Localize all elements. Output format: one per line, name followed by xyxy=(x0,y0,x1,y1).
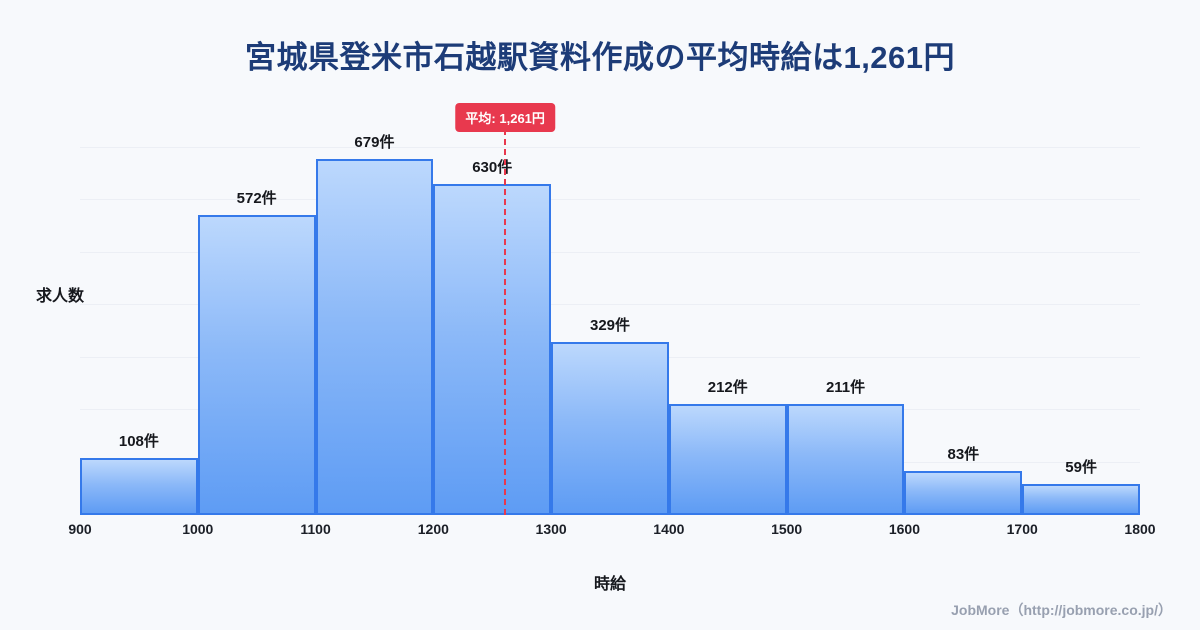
histogram-bar xyxy=(1022,484,1140,515)
bar-value-label: 108件 xyxy=(118,433,159,451)
histogram-bar xyxy=(551,342,669,515)
histogram-bar xyxy=(786,404,905,515)
footer-attribution: JobMore（http://jobmore.co.jp/） xyxy=(951,602,1172,618)
histogram-bar xyxy=(315,158,434,515)
gridline xyxy=(80,251,1140,253)
x-tick-label: 1400 xyxy=(653,521,685,537)
bar-value-label: 630件 xyxy=(472,159,513,177)
average-line xyxy=(504,129,507,515)
histogram-bar xyxy=(904,471,1023,515)
bar-value-label: 83件 xyxy=(947,446,980,464)
bar-value-label: 329件 xyxy=(589,317,631,335)
histogram-bar xyxy=(433,184,552,515)
gridline xyxy=(80,304,1140,305)
bar-value-label: 572件 xyxy=(236,189,277,207)
bar-value-label: 59件 xyxy=(1065,459,1097,477)
gridline xyxy=(80,146,1140,148)
bar-value-label: 211件 xyxy=(825,379,866,397)
bar-value-label: 679件 xyxy=(354,133,395,151)
histogram-bar xyxy=(197,214,316,515)
x-tick-label: 1800 xyxy=(1124,521,1156,537)
x-tick-label: 1000 xyxy=(182,521,214,537)
plot-area: 平均: 1,261円 108件 572件 679件 630件 329件 212件 211件 8… xyxy=(80,95,1140,515)
gridline xyxy=(80,199,1140,200)
histogram-bar xyxy=(80,458,198,515)
average-badge: 平均: 1,261円 xyxy=(455,103,555,132)
x-tick-label: 1200 xyxy=(417,521,449,537)
histogram-bar xyxy=(668,403,787,515)
bar-value-label: 212件 xyxy=(707,378,748,396)
x-axis-ticks: 900 1000 1100 1200 1300 1400 1500 1600 1700 1800 xyxy=(68,521,1155,541)
x-tick-label: 1300 xyxy=(535,521,567,537)
x-tick-label: 900 xyxy=(68,521,92,537)
x-tick-label: 1500 xyxy=(771,521,803,537)
y-axis-title: 求人数 xyxy=(36,288,85,305)
x-tick-label: 1600 xyxy=(888,521,921,537)
chart-title: 宮城県登米市石越駅資料作成の平均時給は1,261円 xyxy=(244,40,956,75)
x-tick-label: 1100 xyxy=(300,521,331,537)
x-tick-label: 1700 xyxy=(1006,521,1038,537)
x-axis-title: 時給 xyxy=(593,576,626,593)
